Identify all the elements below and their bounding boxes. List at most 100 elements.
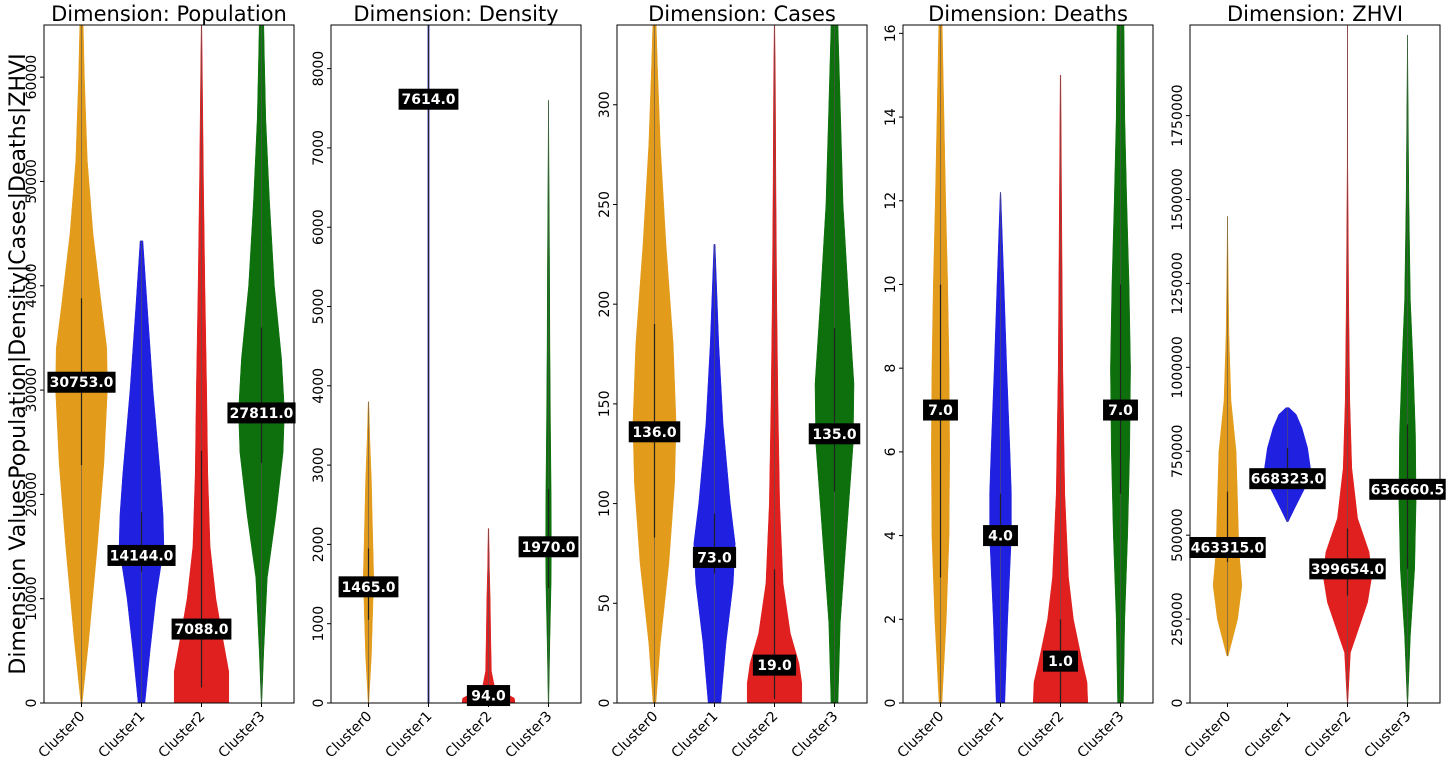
- median-label-box: [628, 421, 681, 443]
- median-label-cluster2: 94.0: [466, 685, 511, 707]
- median-label-box: [107, 544, 176, 566]
- panel-plot-area: [1212, 25, 1417, 703]
- median-label-text: 27811.0: [230, 406, 294, 422]
- median-labels: 136.0 73.0 19.0 135.0: [628, 421, 861, 676]
- y-axis-label: Dimension ValuesPopulation|Density|Cases…: [6, 53, 31, 674]
- panel-title: Dimension: Cases: [648, 2, 836, 26]
- median-label-cluster2: 399654.0: [1309, 558, 1386, 580]
- median-label-cluster0: 1465.0: [338, 576, 399, 598]
- x-tick-label: Cluster1: [96, 709, 149, 762]
- median-label-cluster2: 19.0: [752, 654, 797, 676]
- median-label-box: [1043, 650, 1078, 672]
- y-tick-label: 1000: [311, 606, 327, 642]
- x-tick-label: Cluster0: [1182, 709, 1235, 762]
- panel-plot-area: [632, 25, 855, 703]
- median-label-text: 94.0: [471, 689, 506, 705]
- median-label-cluster1: 73.0: [692, 546, 737, 568]
- x-tick-label: Cluster3: [1362, 709, 1415, 762]
- y-tick-label: 14: [883, 108, 899, 126]
- median-label-text: 7614.0: [401, 92, 455, 108]
- panel-1: Dimension: Population 0 10000 20000 30000 400…: [24, 2, 296, 761]
- y-tick-label: 1000000: [1170, 336, 1186, 398]
- median-label-cluster3: 7.0: [1103, 399, 1138, 421]
- y-tick-label: 1250000: [1170, 252, 1186, 314]
- y-tick-label: 0: [1170, 699, 1186, 708]
- panel-frame: [902, 24, 1154, 704]
- median-label-cluster3: 636660.5: [1369, 478, 1446, 500]
- median-labels: 30753.0 14144.0 7088.0 27811.0: [47, 371, 296, 640]
- y-tick-label: 10: [883, 276, 899, 294]
- median-label-text: 636660.5: [1371, 482, 1445, 498]
- x-tick-label: Cluster3: [216, 709, 269, 762]
- x-tick-label: Cluster0: [895, 709, 948, 762]
- median-label-text: 19.0: [757, 658, 792, 674]
- y-tick-label: 250000: [1170, 592, 1186, 645]
- median-label-box: [692, 546, 737, 568]
- panel-title: Dimension: Population: [51, 2, 287, 26]
- median-label-text: 7088.0: [174, 622, 228, 638]
- y-tick-label: 3000: [311, 447, 327, 483]
- chart-panels: Dimension: Population0100002000030000400…: [24, 2, 1446, 761]
- median-label-text: 136.0: [632, 425, 677, 441]
- y-tick-label: 0: [597, 699, 613, 708]
- panel-2: Dimension: Density 0 1000 2000 3000 4000 5000 6…: [311, 2, 582, 762]
- y-tick-label: 7000: [311, 130, 327, 166]
- median-label-box: [518, 536, 579, 558]
- median-label-box: [227, 402, 296, 424]
- median-label-cluster1: 668323.0: [1249, 468, 1326, 490]
- median-labels: 1465.0 7614.0 94.0 1970.0: [338, 88, 579, 707]
- median-label-box: [1189, 536, 1266, 558]
- y-tick-label: 1500000: [1170, 168, 1186, 230]
- median-label-text: 135.0: [812, 427, 857, 443]
- median-label-box: [983, 525, 1018, 547]
- median-label-box: [1309, 558, 1386, 580]
- median-label-cluster3: 1970.0: [518, 536, 579, 558]
- x-tick-label: Cluster0: [609, 709, 662, 762]
- x-tick-label: Cluster1: [383, 709, 436, 762]
- y-tick-label: 40000: [24, 263, 40, 308]
- median-label-cluster2: 1.0: [1043, 650, 1078, 672]
- x-tick-label: Cluster3: [1075, 709, 1128, 762]
- y-tick-label: 10000: [24, 576, 40, 621]
- median-labels: 463315.0 668323.0 399654.0 636660.5: [1189, 468, 1446, 580]
- median-label-cluster0: 463315.0: [1189, 536, 1266, 558]
- y-tick-label: 6: [883, 447, 899, 456]
- median-label-box: [466, 685, 511, 707]
- y-tick-label: 12: [883, 192, 899, 210]
- y-tick-label: 150: [597, 391, 613, 418]
- median-label-text: 1.0: [1048, 654, 1073, 670]
- median-label-text: 7.0: [1108, 403, 1133, 419]
- panel-frame: [616, 24, 868, 704]
- y-tick-label: 0: [311, 699, 327, 708]
- y-tick-label: 2000: [311, 527, 327, 563]
- x-tick-label: Cluster3: [503, 709, 556, 762]
- median-label-box: [1249, 468, 1326, 490]
- median-label-text: 1465.0: [341, 580, 395, 596]
- median-label-cluster0: 7.0: [923, 399, 958, 421]
- median-label-box: [338, 576, 399, 598]
- median-label-text: 1970.0: [521, 540, 575, 556]
- panel-plot-area: [931, 25, 1131, 703]
- y-tick-label: 500000: [1170, 508, 1186, 561]
- panel-plot-area: [55, 25, 285, 703]
- y-tick-label: 0: [883, 699, 899, 708]
- panel-frame: [1189, 24, 1441, 704]
- median-labels: 7.0 4.0 1.0 7.0: [923, 399, 1138, 672]
- x-tick-label: Cluster1: [669, 709, 722, 762]
- panel-plot-area: [363, 25, 552, 703]
- median-label-box: [1369, 478, 1446, 500]
- y-tick-label: 4000: [311, 368, 327, 404]
- y-tick-label: 4: [883, 531, 899, 540]
- median-label-text: 463315.0: [1191, 540, 1265, 556]
- y-tick-label: 5000: [311, 289, 327, 325]
- median-label-cluster3: 135.0: [808, 423, 861, 445]
- y-tick-label: 750000: [1170, 425, 1186, 478]
- median-label-cluster1: 7614.0: [398, 88, 459, 110]
- x-tick-label: Cluster2: [729, 709, 782, 762]
- x-tick-label: Cluster1: [955, 709, 1008, 762]
- median-label-text: 668323.0: [1251, 472, 1325, 488]
- median-label-text: 4.0: [988, 529, 1013, 545]
- y-tick-label: 250: [597, 191, 613, 218]
- panel-title: Dimension: Density: [353, 2, 558, 26]
